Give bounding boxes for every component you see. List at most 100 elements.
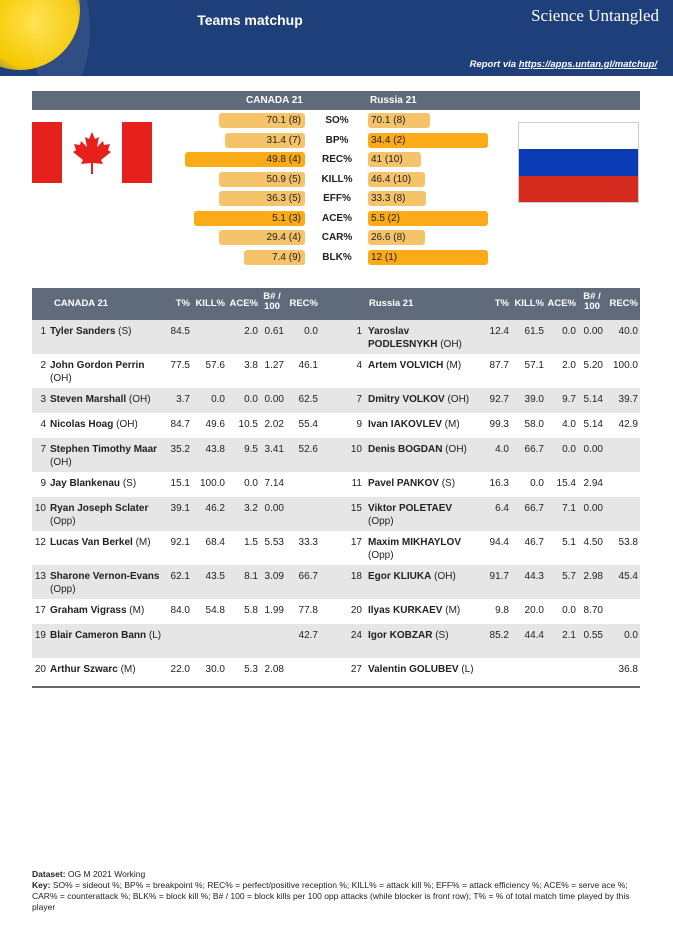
stat-ace: 2.1 <box>562 630 576 641</box>
summary-row: 5.1 (3) ACE% 5.5 (2) <box>0 210 673 226</box>
stat-b: 0.61 <box>264 326 284 337</box>
metric-label: SO% <box>325 115 349 126</box>
stat-kill: 44.4 <box>524 630 544 641</box>
stat-ace: 0.0 <box>562 444 576 455</box>
stat-ace: 0.0 <box>562 605 576 616</box>
footer-notes: Dataset: OG M 2021 Working Key: SO% = si… <box>32 869 630 912</box>
stat-b: 5.14 <box>583 419 603 430</box>
stat-ace: 8.1 <box>244 571 258 582</box>
stat-kill: 0.0 <box>211 394 225 405</box>
jersey-number: 1 <box>40 326 46 337</box>
right-team-bar: 26.6 (8) <box>368 230 426 245</box>
stat-rec: 52.6 <box>298 444 318 455</box>
stat-t: 12.4 <box>489 326 509 337</box>
russia-flag-icon <box>518 122 639 203</box>
stat-kill: 43.8 <box>205 444 225 455</box>
stat-ace: 15.4 <box>556 478 576 489</box>
summary-header: CANADA 21 Russia 21 <box>32 91 640 110</box>
stat-b: 3.09 <box>264 571 284 582</box>
col-kill-right: KILL% <box>514 298 544 309</box>
stat-t: 3.7 <box>176 394 190 405</box>
stat-rec: 66.7 <box>298 571 318 582</box>
stat-b: 0.55 <box>583 630 603 641</box>
right-team-bar: 70.1 (8) <box>368 113 430 128</box>
stat-b: 0.00 <box>583 326 603 337</box>
player-name: Igor KOBZAR (S) <box>368 630 449 641</box>
stat-ace: 3.8 <box>244 360 258 371</box>
table-row: 17 Graham Vigrass (M) 84.0 54.8 5.8 1.99 77.8 2… <box>32 599 640 624</box>
jersey-number: 3 <box>40 394 46 405</box>
left-team-bar: 7.4 (9) <box>244 249 305 265</box>
stat-kill: 0.0 <box>530 478 544 489</box>
summary-row: 31.4 (7) BP% 34.4 (2) <box>0 132 673 148</box>
table-row: 13 Sharone Vernon-Evans (Opp) 62.1 43.5 8.1 3… <box>32 565 640 599</box>
jersey-number: 7 <box>356 394 362 405</box>
player-name: Artem VOLVICH (M) <box>368 360 462 371</box>
player-name: Pavel PANKOV (S) <box>368 478 456 489</box>
jersey-number: 18 <box>350 571 362 582</box>
summary-row: 7.4 (9) BLK% 12 (1) <box>0 249 673 265</box>
table-row: 10 Ryan Joseph Sclater (Opp) 39.1 46.2 3.2 0.… <box>32 497 640 531</box>
table-row: 20 Arthur Szwarc (M) 22.0 30.0 5.3 2.08 27 Vale… <box>32 658 640 683</box>
stat-ace: 5.1 <box>562 537 576 548</box>
player-name: Ryan Joseph Sclater (Opp) <box>50 503 149 527</box>
report-url-link[interactable]: https://apps.untan.gl/matchup/ <box>518 59 657 70</box>
summary-row: 50.9 (5) KILL% 46.4 (10) <box>0 171 673 187</box>
stat-ace: 7.1 <box>562 503 576 514</box>
metric-label: CAR% <box>321 232 353 243</box>
stat-t: 92.7 <box>489 394 509 405</box>
stat-t: 4.0 <box>495 444 509 455</box>
stat-b: 0.00 <box>583 503 603 514</box>
stat-rec: 42.9 <box>618 419 638 430</box>
stat-b: 2.08 <box>264 664 284 675</box>
player-name: Yaroslav PODLESNYKH (OH) <box>368 326 462 350</box>
left-team-bar: 50.9 (5) <box>219 171 305 187</box>
col-t-left: T% <box>175 298 190 309</box>
stat-t: 16.3 <box>489 478 509 489</box>
right-team-bar: 12 (1) <box>368 249 488 265</box>
player-name: Lucas Van Berkel (M) <box>50 537 151 548</box>
jersey-number: 4 <box>40 419 46 430</box>
player-name: Valentin GOLUBEV (L) <box>368 664 474 675</box>
metric-label: REC% <box>321 154 352 165</box>
player-name: Ivan IAKOVLEV (M) <box>368 419 460 430</box>
stat-ace: 0.0 <box>244 478 258 489</box>
stat-b: 0.00 <box>264 394 284 405</box>
stat-b: 5.14 <box>583 394 603 405</box>
right-team-bar: 5.5 (2) <box>368 210 488 226</box>
left-team-bar: 49.8 (4) <box>185 152 305 167</box>
player-name: Blair Cameron Bann (L) <box>50 630 162 641</box>
stat-ace: 5.8 <box>244 605 258 616</box>
brand-logo-text: Science Untangled <box>531 6 659 25</box>
left-team-bar: 36.3 (5) <box>219 191 305 206</box>
stat-kill: 58.0 <box>524 419 544 430</box>
stat-rec: 53.8 <box>618 537 638 548</box>
stat-ace: 9.5 <box>244 444 258 455</box>
stat-t: 99.3 <box>489 419 509 430</box>
stat-t: 91.7 <box>489 571 509 582</box>
stat-b: 3.41 <box>264 444 284 455</box>
player-name: Tyler Sanders (S) <box>50 326 132 337</box>
col-ace-right: ACE% <box>547 298 576 309</box>
stat-t: 94.4 <box>489 537 509 548</box>
table-row: 9 Jay Blankenau (S) 15.1 100.0 0.0 7.14 11 Pave… <box>32 472 640 497</box>
stat-kill: 68.4 <box>205 537 225 548</box>
report-link-line: Report via https://apps.untan.gl/matchup… <box>469 59 657 70</box>
stat-kill: 100.0 <box>199 478 225 489</box>
left-team-bar: 5.1 (3) <box>194 210 305 226</box>
jersey-number: 2 <box>40 360 46 371</box>
stat-kill: 20.0 <box>524 605 544 616</box>
stat-t: 35.2 <box>170 444 190 455</box>
stat-ace: 5.7 <box>562 571 576 582</box>
player-name: Ilyas KURKAEV (M) <box>368 605 461 616</box>
stat-t: 39.1 <box>170 503 190 514</box>
player-table-header: CANADA 21 T% KILL% ACE% B# / 100 REC% Ru… <box>32 288 640 320</box>
stat-b: 0.00 <box>583 444 603 455</box>
stat-t: 15.1 <box>170 478 190 489</box>
summary-row: 29.4 (4) CAR% 26.6 (8) <box>0 229 673 245</box>
stat-t: 84.7 <box>170 419 190 430</box>
stat-kill: 44.3 <box>524 571 544 582</box>
stat-t: 85.2 <box>489 630 509 641</box>
jersey-number: 27 <box>350 664 362 675</box>
table-row: 7 Stephen Timothy Maar (OH) 35.2 43.8 9.5 3.4… <box>32 438 640 472</box>
